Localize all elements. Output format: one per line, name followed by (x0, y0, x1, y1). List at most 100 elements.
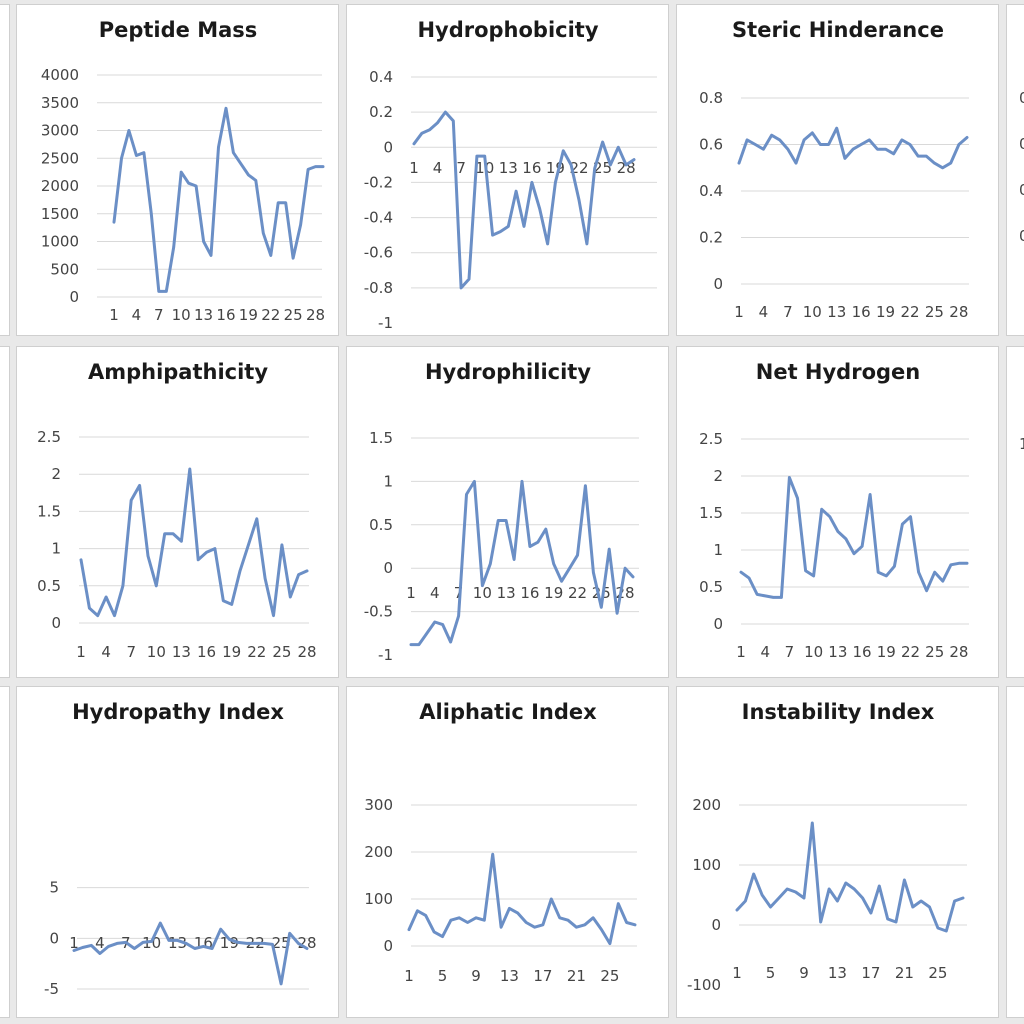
data-point (837, 530, 839, 533)
data-point (538, 208, 541, 210)
y-tick-label: 0 (711, 916, 721, 934)
data-point (844, 157, 846, 160)
data-point (803, 897, 805, 899)
x-tick-label: 10 (142, 934, 161, 952)
y-tick-label: 0 (51, 614, 61, 632)
x-tick-label: 10 (804, 643, 823, 661)
hydropathy-index-title: Hydropathy Index (72, 700, 284, 724)
x-tick-label: 7 (154, 306, 164, 324)
data-point (869, 493, 871, 496)
data-point (552, 563, 555, 565)
data-point (194, 947, 196, 950)
data-point (142, 941, 144, 944)
hydrophilicity-title: Hydrophilicity (425, 360, 591, 384)
data-point (632, 576, 634, 578)
data-point (942, 580, 944, 582)
x-tick-label: 19 (220, 934, 239, 952)
x-tick-label: 4 (101, 643, 111, 661)
partial-panel-right-top: 0 0 0 0 (1006, 4, 1024, 336)
data-point (217, 146, 220, 148)
partial-tick: 0 (1019, 89, 1024, 107)
x-tick-label: 28 (306, 306, 325, 324)
data-point (505, 519, 507, 522)
data-point (884, 148, 887, 150)
data-point (617, 146, 620, 149)
data-point (625, 164, 627, 166)
data-point (468, 278, 470, 280)
data-point (433, 931, 435, 933)
data-point (568, 567, 571, 569)
data-point (788, 476, 791, 479)
x-tick-label: 19 (877, 643, 896, 661)
chart-panel-peptide-mass: Peptide Mass 4000 3500 3000 2500 2000 1500 1000… (16, 4, 339, 336)
hydrophobicity-title: Hydrophobicity (417, 18, 598, 42)
data-point (537, 541, 539, 543)
data-point (787, 148, 789, 150)
data-point (214, 547, 216, 550)
y-tick-label: 0.8 (699, 89, 723, 107)
data-point (966, 562, 968, 565)
x-tick-label: 10 (473, 584, 492, 602)
data-point (609, 942, 611, 945)
x-tick-label: 28 (617, 159, 636, 177)
data-point (262, 232, 265, 234)
partial-panel-right-bottom (1006, 686, 1024, 1018)
data-point (876, 148, 879, 150)
data-point (901, 523, 904, 525)
y-tick-label: 4000 (41, 66, 79, 84)
y-tick-label: 1.5 (699, 504, 723, 522)
data-point (232, 151, 235, 154)
peptide-mass-title: Peptide Mass (99, 18, 258, 42)
data-point (920, 900, 922, 902)
x-tick-label: 25 (600, 967, 619, 985)
data-point (465, 493, 468, 496)
chart-panel-amphipathicity: Amphipathicity 2.5 2 1.5 1 0.5 0 1 4 7 10 13 16 19 22 2… (16, 346, 339, 678)
data-point (202, 240, 205, 243)
x-tick-label: 22 (568, 584, 587, 602)
data-point (600, 606, 603, 609)
x-tick-label: 4 (95, 934, 105, 952)
data-point (562, 150, 565, 152)
y-tick-label: 2.5 (699, 430, 723, 448)
data-point (426, 632, 428, 635)
data-point (128, 129, 130, 132)
data-point (172, 246, 175, 248)
data-point (481, 584, 484, 587)
data-point (861, 545, 863, 548)
data-point (155, 585, 158, 587)
data-point (533, 926, 536, 928)
y-tick-label: -1 (378, 646, 393, 664)
data-point (885, 575, 888, 577)
data-point (912, 906, 914, 908)
x-tick-label: 22 (900, 303, 919, 321)
data-point (554, 181, 557, 184)
x-tick-label: 19 (239, 306, 258, 324)
data-point (762, 148, 765, 150)
x-tick-label: 25 (593, 159, 612, 177)
data-point (634, 924, 636, 926)
data-point (483, 155, 486, 157)
x-tick-label: 13 (497, 584, 516, 602)
data-point (245, 942, 248, 945)
x-tick-label: 10 (147, 643, 166, 661)
x-tick-label: 1 (404, 967, 414, 985)
y-tick-label: 3500 (41, 94, 79, 112)
data-point (239, 570, 241, 572)
x-tick-label: 16 (522, 159, 541, 177)
x-tick-label: 28 (949, 643, 968, 661)
instability-index-title: Instability Index (742, 700, 935, 724)
data-point (158, 290, 160, 293)
data-point (180, 540, 183, 542)
data-point (270, 254, 272, 257)
data-point (949, 162, 952, 164)
data-point (550, 898, 553, 900)
data-point (256, 518, 258, 520)
data-point (172, 532, 174, 535)
partial-tick: 0 (1019, 181, 1024, 199)
x-tick-label: 1 (69, 934, 79, 952)
y-tick-label: -5 (44, 980, 59, 998)
data-point (870, 912, 872, 914)
chart-panel-steric-hinderance: Steric Hinderance 0.8 0.6 0.4 0.2 0 1 4 7 10 13 16 1… (676, 4, 999, 336)
data-point (458, 917, 460, 919)
data-point (764, 595, 766, 597)
